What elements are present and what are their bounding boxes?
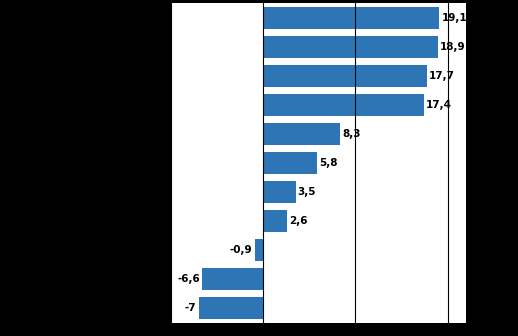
Text: 3,5: 3,5 bbox=[298, 187, 316, 197]
Bar bbox=[263, 65, 426, 87]
Text: 8,3: 8,3 bbox=[342, 129, 361, 139]
Text: 2,6: 2,6 bbox=[290, 216, 308, 226]
Bar bbox=[263, 7, 439, 29]
Bar bbox=[263, 181, 295, 203]
Text: 5,8: 5,8 bbox=[319, 158, 338, 168]
Bar bbox=[263, 94, 424, 116]
Bar bbox=[263, 123, 340, 145]
Bar bbox=[263, 152, 316, 174]
Bar bbox=[263, 210, 287, 232]
Text: 17,7: 17,7 bbox=[429, 71, 455, 81]
Text: 19,1: 19,1 bbox=[442, 13, 467, 23]
Text: -6,6: -6,6 bbox=[177, 274, 200, 284]
Text: 18,9: 18,9 bbox=[440, 42, 466, 52]
Text: -7: -7 bbox=[185, 303, 196, 313]
Bar bbox=[263, 36, 438, 58]
Text: -0,9: -0,9 bbox=[230, 245, 253, 255]
Bar bbox=[198, 297, 263, 319]
Text: 17,4: 17,4 bbox=[426, 100, 452, 110]
Bar bbox=[203, 268, 263, 290]
Bar bbox=[255, 239, 263, 261]
